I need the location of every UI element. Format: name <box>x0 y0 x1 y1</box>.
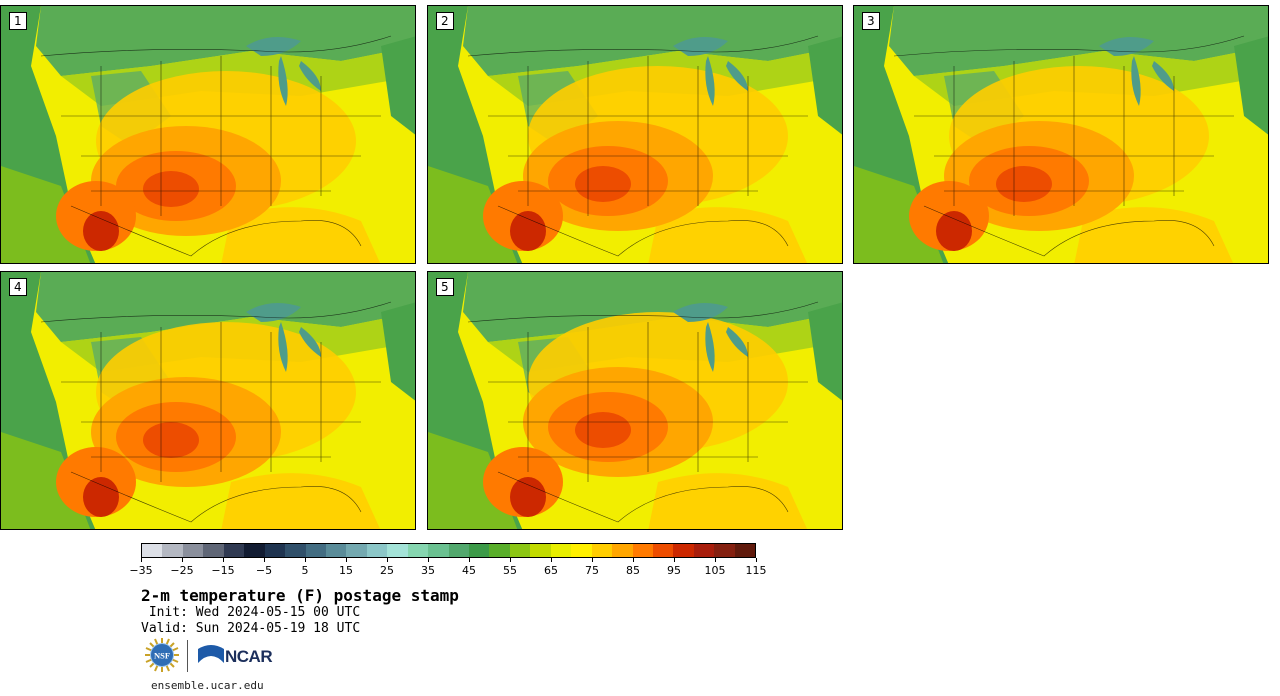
svg-text:NSF: NSF <box>154 651 170 661</box>
colorbar-bin <box>285 544 306 557</box>
colorbar-tickmark <box>551 558 552 562</box>
postage-stamp-panel-2: 2 <box>427 5 843 264</box>
colorbar-bin <box>448 544 469 557</box>
valid-time: Valid: Sun 2024-05-19 18 UTC <box>141 621 361 636</box>
member-label: 2 <box>436 12 454 30</box>
colorbar-bin <box>264 544 286 557</box>
colorbar-bin <box>182 544 204 557</box>
temperature-map <box>428 272 842 529</box>
colorbar-tickmark <box>510 558 511 562</box>
colorbar-bin <box>407 544 429 557</box>
temperature-colorbar <box>141 543 756 558</box>
colorbar-tick-label: −15 <box>211 564 235 577</box>
colorbar-tickmark <box>346 558 347 562</box>
member-label: 5 <box>436 278 454 296</box>
colorbar-tick-label: 35 <box>421 564 435 577</box>
colorbar-tick-label: 55 <box>503 564 517 577</box>
ncar-logo-icon <box>198 645 224 663</box>
colorbar-bin <box>325 544 347 557</box>
colorbar-bin <box>223 544 245 557</box>
colorbar-bin <box>571 544 592 557</box>
colorbar-tick-label: 95 <box>667 564 681 577</box>
temperature-map <box>428 6 842 263</box>
colorbar-tick-label: 105 <box>704 564 726 577</box>
colorbar-tick-label: 85 <box>626 564 640 577</box>
ncar-wordmark: NCAR <box>225 647 273 666</box>
postage-stamp-panel-5: 5 <box>427 271 843 530</box>
logo-divider <box>187 640 188 672</box>
colorbar-bin <box>366 544 388 557</box>
colorbar-bin <box>714 544 735 557</box>
postage-stamp-panel-4: 4 <box>0 271 416 530</box>
colorbar-tickmark <box>592 558 593 562</box>
colorbar-bin <box>469 544 490 557</box>
colorbar-tick-label: 45 <box>462 564 476 577</box>
figure-title: 2-m temperature (F) postage stamp <box>141 586 459 605</box>
nsf-logo-icon: NSF <box>145 638 179 672</box>
colorbar-tick-label: 15 <box>339 564 353 577</box>
colorbar-bin <box>550 544 572 557</box>
colorbar-tick-label: −5 <box>255 564 273 577</box>
temperature-map <box>854 6 1268 263</box>
colorbar-tickmark <box>428 558 429 562</box>
member-label: 1 <box>9 12 27 30</box>
colorbar-bin <box>162 544 183 557</box>
colorbar-bin <box>673 544 694 557</box>
colorbar-bin <box>203 544 224 557</box>
colorbar-tickmark <box>387 558 388 562</box>
colorbar-bin <box>591 544 613 557</box>
colorbar-tickmark <box>264 558 265 562</box>
postage-stamp-panel-3: 3 <box>853 5 1269 264</box>
colorbar-bin <box>509 544 531 557</box>
init-time: Init: Wed 2024-05-15 00 UTC <box>141 605 361 620</box>
colorbar-tickmark <box>141 558 142 562</box>
colorbar-bin <box>428 544 449 557</box>
colorbar-bin <box>387 544 408 557</box>
colorbar-tick-label: −35 <box>129 564 153 577</box>
colorbar-bin <box>305 544 326 557</box>
colorbar-tick-label: 65 <box>544 564 558 577</box>
temperature-map <box>1 272 415 529</box>
colorbar-tick-label: 115 <box>745 564 767 577</box>
colorbar-bin <box>489 544 510 557</box>
colorbar-tick-label: 75 <box>585 564 599 577</box>
colorbar-tickmark <box>182 558 183 562</box>
colorbar-bin <box>244 544 265 557</box>
site-url: ensemble.ucar.edu <box>151 679 264 692</box>
colorbar-bin <box>142 544 163 557</box>
member-label: 3 <box>862 12 880 30</box>
colorbar-tickmark <box>715 558 716 562</box>
colorbar-tickmark <box>223 558 224 562</box>
colorbar-tickmark <box>633 558 634 562</box>
colorbar-bin <box>734 544 756 557</box>
colorbar-bin <box>693 544 715 557</box>
colorbar-bin <box>652 544 674 557</box>
colorbar-tickmark <box>469 558 470 562</box>
colorbar-tickmark <box>305 558 306 562</box>
member-label: 4 <box>9 278 27 296</box>
colorbar-tickmark <box>674 558 675 562</box>
temperature-map <box>1 6 415 263</box>
colorbar-bin <box>530 544 551 557</box>
colorbar-tickmark <box>756 558 757 562</box>
colorbar-bin <box>632 544 653 557</box>
colorbar-tick-label: −25 <box>170 564 194 577</box>
colorbar-bin <box>346 544 367 557</box>
colorbar-tick-label: 25 <box>380 564 394 577</box>
colorbar-tick-label: 5 <box>301 564 309 577</box>
colorbar-bin <box>612 544 633 557</box>
postage-stamp-panel-1: 1 <box>0 5 416 264</box>
